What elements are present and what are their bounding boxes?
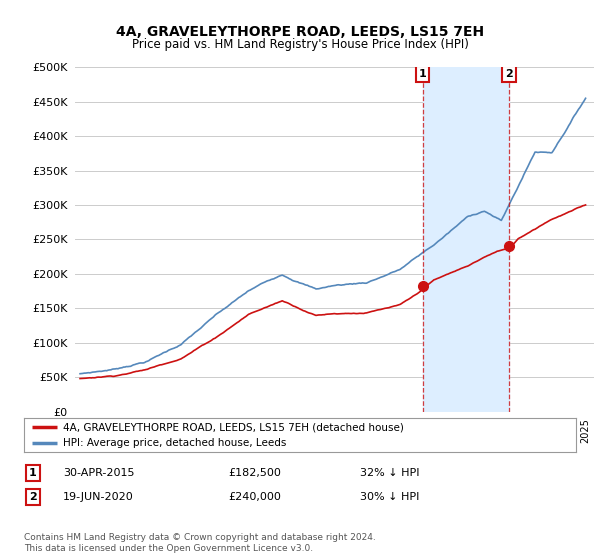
Text: 2: 2 <box>505 69 513 80</box>
Text: Contains HM Land Registry data © Crown copyright and database right 2024.
This d: Contains HM Land Registry data © Crown c… <box>24 533 376 553</box>
Text: 2: 2 <box>29 492 37 502</box>
Text: £182,500: £182,500 <box>228 468 281 478</box>
Text: 4A, GRAVELEYTHORPE ROAD, LEEDS, LS15 7EH (detached house): 4A, GRAVELEYTHORPE ROAD, LEEDS, LS15 7EH… <box>62 422 404 432</box>
Text: 4A, GRAVELEYTHORPE ROAD, LEEDS, LS15 7EH: 4A, GRAVELEYTHORPE ROAD, LEEDS, LS15 7EH <box>116 25 484 39</box>
Text: 19-JUN-2020: 19-JUN-2020 <box>63 492 134 502</box>
Text: Price paid vs. HM Land Registry's House Price Index (HPI): Price paid vs. HM Land Registry's House … <box>131 38 469 51</box>
Text: HPI: Average price, detached house, Leeds: HPI: Average price, detached house, Leed… <box>62 438 286 448</box>
Text: 32% ↓ HPI: 32% ↓ HPI <box>360 468 419 478</box>
Text: 30% ↓ HPI: 30% ↓ HPI <box>360 492 419 502</box>
Text: 1: 1 <box>29 468 37 478</box>
Text: £240,000: £240,000 <box>228 492 281 502</box>
Text: 1: 1 <box>419 69 427 80</box>
Bar <box>422 67 509 412</box>
Text: 30-APR-2015: 30-APR-2015 <box>63 468 134 478</box>
